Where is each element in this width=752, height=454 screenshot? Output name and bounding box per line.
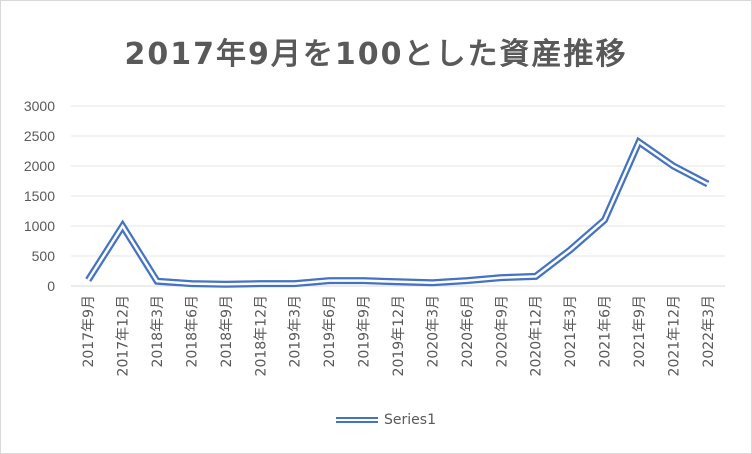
y-tick-label: 3000: [24, 98, 55, 114]
y-tick-label: 500: [32, 248, 56, 264]
x-tick-label: 2018年9月: [219, 295, 235, 368]
series-line: [85, 136, 710, 288]
y-tick-label: 0: [47, 278, 55, 294]
y-tick-label: 2000: [24, 158, 55, 174]
x-tick-label: 2017年9月: [81, 295, 97, 368]
y-tick-label: 2500: [24, 128, 55, 144]
x-tick-label: 2018年3月: [150, 295, 166, 368]
y-tick-label: 1500: [24, 188, 55, 204]
x-tick-label: 2017年12月: [116, 295, 132, 376]
x-tick-label: 2020年6月: [460, 295, 476, 368]
x-tick-label: 2020年9月: [494, 295, 510, 368]
chart-title: 2017年9月を100とした資産推移: [124, 37, 628, 72]
x-tick-label: 2021年6月: [598, 295, 614, 368]
y-tick-label: 1000: [24, 218, 55, 234]
legend-label: Series1: [384, 412, 436, 428]
x-tick-label: 2021年3月: [563, 295, 579, 368]
x-tick-label: 2019年9月: [357, 295, 373, 368]
legend-swatch: [336, 417, 379, 423]
x-tick-label: 2022年3月: [701, 295, 717, 368]
x-tick-label: 2021年12月: [666, 295, 682, 376]
legend: Series1: [1, 412, 751, 428]
x-tick-label: 2019年3月: [288, 295, 304, 368]
x-tick-label: 2018年12月: [253, 295, 269, 376]
x-tick-label: 2018年6月: [184, 295, 200, 368]
x-tick-label: 2020年12月: [529, 295, 545, 376]
x-tick-label: 2021年9月: [632, 295, 648, 368]
x-tick-label: 2019年12月: [391, 295, 407, 376]
x-tick-label: 2019年6月: [322, 295, 338, 368]
series-line-inner: [87, 140, 709, 286]
x-tick-label: 2020年3月: [425, 295, 441, 368]
